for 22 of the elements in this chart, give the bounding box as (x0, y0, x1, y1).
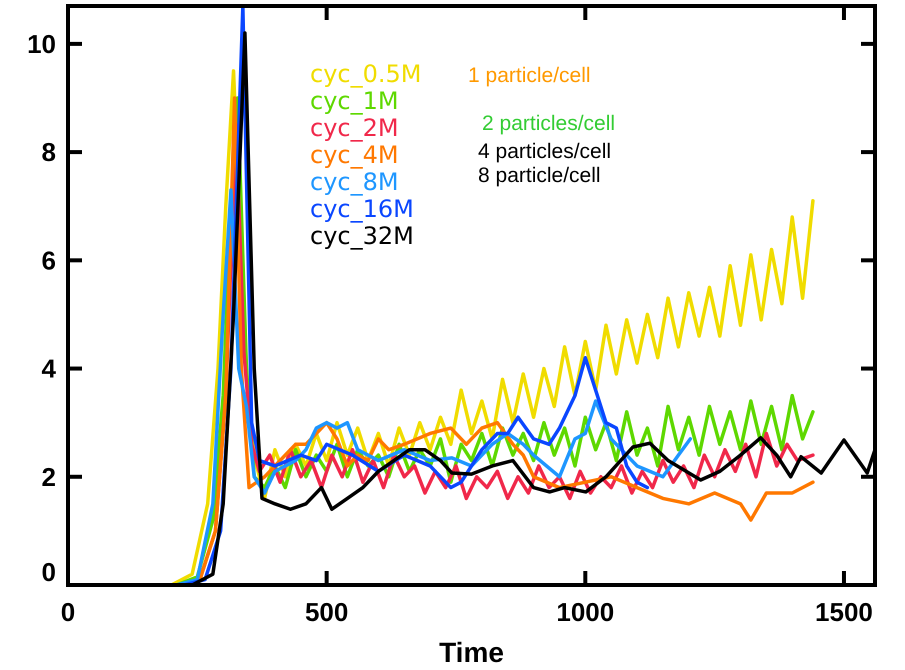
y-tick-label: 6 (42, 245, 56, 276)
text: cyc_1M (310, 87, 399, 115)
y-tick-label: 10 (27, 28, 56, 59)
text: cyc_2M (310, 114, 399, 142)
text: cyc_4M (310, 141, 399, 169)
annotation: 2 particles/cell (482, 112, 616, 135)
y-tick-label: 2 (42, 462, 56, 492)
text: cyc_0.5M (310, 60, 422, 88)
y-tick-label: 4 (42, 354, 57, 384)
x-tick-label: 1500 (815, 597, 873, 627)
x-tick-label: 1000 (556, 597, 614, 627)
y-tick-label: 0 (42, 557, 56, 587)
x-tick-label: 500 (304, 597, 348, 627)
x-tick-label: 0 (60, 597, 76, 627)
text: cyc_32M (310, 222, 414, 250)
text: cyc_16M (310, 195, 414, 223)
y-tick-label: 8 (42, 137, 56, 168)
annotation: 4 particles/cell (478, 140, 612, 163)
annotation: 1 particle/cell (468, 64, 591, 87)
x-axis-title: Time (439, 637, 504, 668)
annotation: 8 particle/cell (478, 164, 601, 187)
text: cyc_8M (310, 168, 399, 196)
